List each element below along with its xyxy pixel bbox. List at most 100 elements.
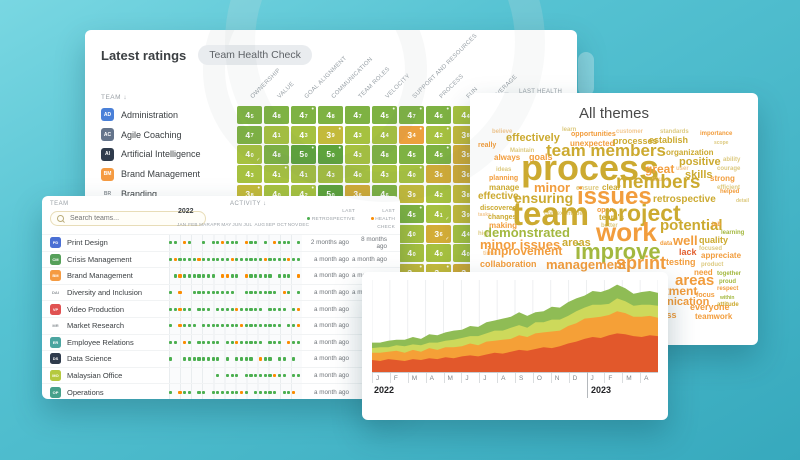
wordcloud-word[interactable]: everyone bbox=[690, 302, 730, 312]
wordcloud-word[interactable]: establish bbox=[649, 135, 689, 145]
wordcloud-word[interactable]: product bbox=[701, 262, 724, 268]
team-cell[interactable]: VP Video Production bbox=[42, 303, 169, 315]
wordcloud-word[interactable]: organization bbox=[666, 148, 714, 157]
wordcloud-word[interactable]: courage bbox=[717, 166, 741, 172]
wordcloud-word[interactable]: within bbox=[720, 295, 735, 301]
search-box[interactable] bbox=[50, 211, 206, 226]
wordcloud-word[interactable]: learning bbox=[721, 230, 745, 236]
activity-sort-header[interactable]: ACTIVITY ↓ bbox=[230, 201, 267, 207]
team-cell[interactable]: DS Data Science bbox=[42, 353, 169, 365]
wordcloud-word[interactable]: management bbox=[546, 257, 627, 272]
wordcloud-word[interactable]: ensure bbox=[576, 185, 599, 192]
heatmap-cell[interactable]: 3 9 • bbox=[318, 125, 343, 144]
heatmap-cell[interactable]: 4 5 • bbox=[426, 145, 451, 164]
heatmap-cell[interactable]: 4 7 • bbox=[399, 105, 424, 124]
wordcloud-word[interactable]: really bbox=[478, 142, 497, 149]
wordcloud-word[interactable]: ideas bbox=[496, 167, 512, 173]
wordcloud-word[interactable]: demonstrated bbox=[484, 225, 570, 240]
team-cell[interactable]: AD Administration bbox=[101, 105, 237, 125]
wordcloud-word[interactable]: user bbox=[676, 166, 689, 172]
heatmap-cell[interactable]: 4 7 • bbox=[291, 105, 316, 124]
wordcloud-word[interactable]: proud bbox=[719, 279, 736, 285]
heatmap-cell[interactable]: 4 5 • bbox=[372, 105, 397, 124]
wordcloud-word[interactable]: skills bbox=[685, 169, 713, 181]
wordcloud-word[interactable]: job bbox=[712, 222, 721, 228]
wordcloud-word[interactable]: great bbox=[645, 162, 675, 176]
wordcloud-word[interactable]: retrospective bbox=[653, 194, 716, 205]
team-cell[interactable]: AC Agile Coaching bbox=[101, 125, 237, 145]
wordcloud-word[interactable]: focused bbox=[699, 246, 723, 252]
wordcloud-word[interactable]: testing bbox=[666, 257, 696, 267]
wordcloud-word[interactable]: processes bbox=[613, 136, 658, 146]
heatmap-cell[interactable]: 4 1 • bbox=[264, 165, 289, 184]
wordcloud-word[interactable]: always bbox=[494, 153, 521, 162]
wordcloud-word[interactable]: customer bbox=[616, 129, 644, 135]
wordcloud-word[interactable]: learn bbox=[562, 127, 577, 133]
wordcloud-word[interactable]: potential bbox=[660, 217, 723, 234]
wordcloud-word[interactable]: project bbox=[604, 200, 681, 226]
column-header-velocity[interactable]: VELOCITY bbox=[384, 73, 412, 100]
wordcloud-word[interactable]: strong bbox=[710, 174, 735, 183]
team-cell[interactable]: BM Brand Management bbox=[42, 270, 169, 282]
wordcloud-word[interactable]: importance bbox=[700, 131, 733, 137]
heatmap-cell[interactable]: 3 4 • bbox=[399, 125, 424, 144]
wordcloud-word[interactable]: manage bbox=[489, 183, 520, 192]
team-cell[interactable]: PD Print Design bbox=[42, 237, 169, 249]
heatmap-cell[interactable]: 4 6 • bbox=[426, 105, 451, 124]
wordcloud-word[interactable]: collaboration bbox=[480, 259, 537, 269]
heatmap-cell[interactable]: 4 0 • bbox=[399, 165, 424, 184]
wordcloud-word[interactable]: clear bbox=[602, 183, 621, 192]
wordcloud-word[interactable]: values bbox=[650, 177, 669, 183]
wordcloud-word[interactable]: together bbox=[717, 271, 741, 277]
wordcloud-word[interactable]: time bbox=[483, 251, 496, 257]
wordcloud-word[interactable]: changes bbox=[488, 214, 517, 221]
wordcloud-word[interactable]: lack bbox=[679, 247, 697, 257]
team-cell[interactable]: OP Operations bbox=[42, 386, 169, 398]
wordcloud-word[interactable]: improvement bbox=[487, 244, 563, 258]
team-cell[interactable]: AI Artificial Intelligence bbox=[101, 145, 237, 165]
wordcloud-word[interactable]: improve bbox=[575, 239, 661, 264]
wordcloud-word[interactable]: effective bbox=[478, 191, 519, 202]
wordcloud-word[interactable]: work bbox=[596, 217, 657, 247]
wordcloud-word[interactable]: high bbox=[478, 231, 491, 237]
wordcloud-word[interactable]: sprint bbox=[616, 253, 667, 273]
wordcloud-word[interactable]: tasks bbox=[478, 212, 491, 218]
wordcloud-word[interactable]: positive bbox=[679, 156, 721, 168]
wordcloud-word[interactable]: efficient bbox=[717, 185, 741, 191]
wordcloud-word[interactable]: need bbox=[694, 268, 713, 277]
team-cell[interactable]: MR Market Research bbox=[42, 320, 169, 331]
wordcloud-word[interactable]: team's bbox=[599, 213, 625, 222]
wordcloud-word[interactable]: making bbox=[489, 221, 518, 230]
wordcloud-word[interactable]: areas bbox=[675, 272, 715, 289]
wordcloud-word[interactable]: team bbox=[512, 195, 590, 232]
wordcloud-word[interactable]: well bbox=[673, 233, 698, 248]
team-cell[interactable]: BR Branding bbox=[101, 184, 237, 204]
wordcloud-word[interactable]: planning bbox=[489, 175, 519, 182]
wordcloud-word[interactable]: goals bbox=[529, 152, 553, 162]
wordcloud-word[interactable]: ensuring bbox=[514, 190, 574, 206]
wordcloud-word[interactable]: respect bbox=[717, 286, 739, 292]
column-header-value[interactable]: VALUE bbox=[276, 81, 296, 100]
heatmap-cell[interactable]: 4 1 ✓ bbox=[426, 204, 451, 223]
wordcloud-word[interactable]: opportunities bbox=[571, 131, 616, 138]
wordcloud-word[interactable]: data bbox=[660, 241, 673, 247]
